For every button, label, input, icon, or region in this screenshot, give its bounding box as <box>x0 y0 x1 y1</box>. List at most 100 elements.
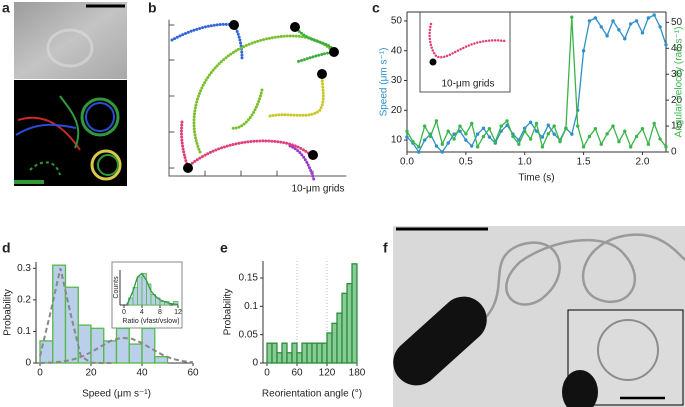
hist-bar <box>321 342 328 364</box>
series-point <box>523 129 527 133</box>
x-tick-label: 2.0 <box>636 157 650 168</box>
hist-bar <box>141 273 147 306</box>
hist-bar <box>311 342 318 364</box>
y2-tick-label: 0 <box>671 147 677 158</box>
series-point <box>546 132 550 136</box>
series-point <box>540 135 545 139</box>
panel-label: b <box>148 0 157 16</box>
series-point <box>658 137 662 141</box>
series-point <box>440 142 445 146</box>
series-point <box>540 145 545 149</box>
x-tick-label: 0 <box>122 309 126 316</box>
series-point <box>422 124 427 128</box>
y-tick-label: 0.15 <box>239 273 259 284</box>
series-point <box>576 124 580 128</box>
x-tick-label: 0 <box>37 368 43 379</box>
series-point <box>652 121 656 126</box>
x-tick-label: 1.5 <box>577 157 591 168</box>
series-point <box>552 124 556 128</box>
hist-bar <box>173 301 179 306</box>
x-tick-label: 180 <box>349 368 366 379</box>
y-tick-label: 0 <box>252 358 258 369</box>
panel-label: f <box>383 240 388 256</box>
x-tick-label: 0 <box>264 368 270 379</box>
series-point <box>617 28 621 32</box>
hist-bar <box>281 342 288 364</box>
x-axis-title: Time (s) <box>518 173 554 184</box>
series-point <box>534 121 539 126</box>
series-point <box>440 150 445 154</box>
hist-bar <box>296 352 303 364</box>
series-point <box>475 132 480 136</box>
series-point <box>499 129 503 133</box>
series-point <box>617 139 621 144</box>
y-axis-title: Probability <box>223 289 234 336</box>
series-point <box>623 129 627 133</box>
series-point <box>605 132 609 136</box>
panel-label: c <box>372 0 380 16</box>
micrograph-f <box>393 226 685 407</box>
y-tick-label: 20 <box>391 105 403 116</box>
y-axis-title: Counts <box>113 276 120 299</box>
x-tick-label: 120 <box>319 368 336 379</box>
x-tick-label: 1.0 <box>518 157 532 168</box>
series-point <box>405 129 409 133</box>
series-point <box>475 145 480 149</box>
hist-bar <box>128 343 143 364</box>
y-tick-label: 10 <box>391 135 403 146</box>
y2-tick-label: 20 <box>671 95 683 106</box>
series-point <box>523 126 527 130</box>
hist-bar <box>154 356 169 364</box>
fit-curve <box>39 336 194 364</box>
fit-curve <box>39 268 112 364</box>
series-point <box>664 145 668 149</box>
x-tick-label: 0.5 <box>459 157 473 168</box>
series-point <box>452 137 456 141</box>
series-point <box>581 49 586 53</box>
hist-bar <box>316 342 323 364</box>
series-point <box>587 19 592 23</box>
y2-tick-label: 50 <box>671 17 683 28</box>
series-point <box>464 132 468 136</box>
y-tick-label: 30 <box>391 75 403 86</box>
series-point <box>481 134 486 139</box>
series-point <box>528 137 533 141</box>
hist-bar <box>159 301 165 306</box>
series-point <box>634 134 639 139</box>
y-tick-label: 0.1 <box>244 301 258 312</box>
y-tick-label: 50 <box>391 16 403 27</box>
series-point <box>422 138 427 142</box>
series-point <box>564 126 568 131</box>
panel-label: a <box>2 0 10 16</box>
series-point <box>411 139 415 144</box>
hist-bar <box>115 327 130 364</box>
x-tick-label: 20 <box>85 368 97 379</box>
hist-bar <box>326 332 333 364</box>
series-point <box>599 142 603 146</box>
series-point <box>417 145 421 149</box>
hist-bar <box>331 322 338 364</box>
y-tick-label: 0.2 <box>17 295 31 306</box>
series-point <box>593 126 598 131</box>
series-point <box>470 121 474 126</box>
series-point <box>470 144 474 148</box>
trajectories-b <box>168 19 347 182</box>
micrograph-a <box>14 2 127 186</box>
hist-bar <box>52 264 67 364</box>
series-point <box>546 123 550 127</box>
series-point <box>487 135 492 139</box>
series-point <box>493 139 497 144</box>
x-tick-label: 60 <box>291 368 303 379</box>
y2-tick-label: 30 <box>671 69 683 80</box>
series-point <box>458 129 462 133</box>
x-axis-title: Speed (μm s⁻¹) <box>82 389 151 400</box>
x-axis-title: Ratio (vfast/vslow) <box>122 318 179 325</box>
y2-tick-label: 40 <box>671 43 683 54</box>
series-point <box>434 144 439 148</box>
hist-bar <box>266 342 273 364</box>
series-point <box>611 19 615 23</box>
series-point <box>464 138 468 142</box>
series-point <box>605 34 609 38</box>
grid-label: 10-μm grids <box>292 184 345 195</box>
